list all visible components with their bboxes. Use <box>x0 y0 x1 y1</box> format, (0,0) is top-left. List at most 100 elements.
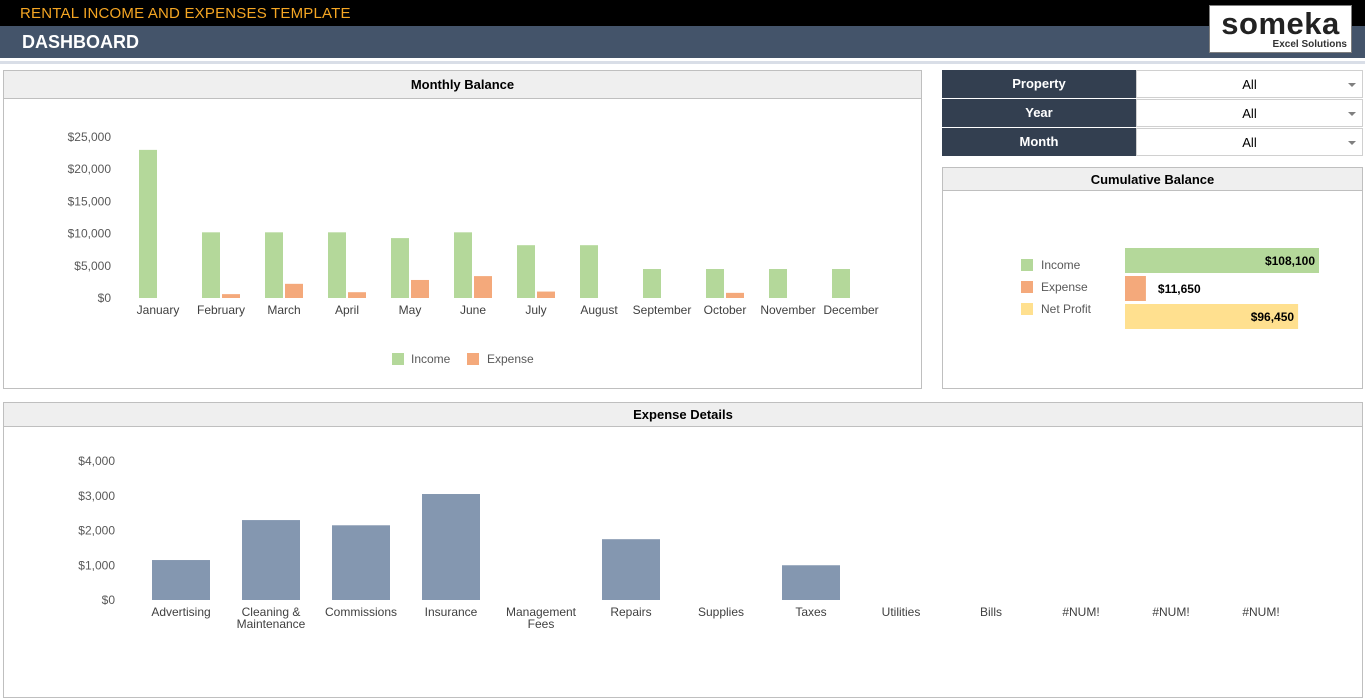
expense-detail-bar <box>242 520 300 600</box>
filter-label-property: Property <box>942 70 1136 98</box>
expense-details-chart: $0 $1,000 $2,000 $3,000 $4,000 Advertising Cle… <box>78 454 1279 631</box>
y-tick-label: $20,000 <box>68 162 112 176</box>
y-tick-label: $2,000 <box>78 524 115 538</box>
x-tick-label: #NUM! <box>1242 605 1279 619</box>
year-select[interactable]: All <box>1136 99 1363 127</box>
month-select[interactable]: All <box>1136 128 1363 156</box>
y-tick-label: $0 <box>98 291 112 305</box>
cumulative-bar <box>1125 304 1299 329</box>
expense-detail-bar <box>152 560 210 600</box>
legend-label: Net Profit <box>1041 302 1092 316</box>
chevron-down-icon[interactable] <box>1348 141 1356 145</box>
income-bar <box>517 245 535 298</box>
expense-detail-bar <box>332 525 390 600</box>
x-tick-label: #NUM! <box>1062 605 1099 619</box>
expense-detail-bar <box>782 565 840 600</box>
y-tick-label: $5,000 <box>74 259 111 273</box>
cumulative-balance-title: Cumulative Balance <box>943 168 1362 191</box>
expense-detail-bar <box>422 494 480 600</box>
header-divider <box>0 61 1365 64</box>
income-bar <box>391 238 409 298</box>
chevron-down-icon[interactable] <box>1348 83 1356 87</box>
legend-label: Income <box>1041 258 1081 272</box>
income-bar <box>643 269 661 298</box>
filters: Property All Year All Month All <box>942 70 1363 157</box>
income-bar <box>769 269 787 298</box>
filter-label-month: Month <box>942 128 1136 156</box>
income-bar <box>328 232 346 298</box>
x-tick-label: July <box>525 303 546 317</box>
expense-details-title: Expense Details <box>4 403 1362 427</box>
income-bar <box>832 269 850 298</box>
legend-swatch <box>1021 303 1033 315</box>
x-tick-label: June <box>460 303 486 317</box>
x-tick-label: August <box>580 303 618 317</box>
dashboard-header: DASHBOARD <box>0 26 1365 58</box>
y-tick-label: $4,000 <box>78 454 115 468</box>
income-bar <box>706 269 724 298</box>
legend-label-expense: Expense <box>487 352 534 366</box>
y-tick-label: $15,000 <box>68 194 112 208</box>
y-tick-label: $25,000 <box>68 130 112 144</box>
legend-label: Expense <box>1041 280 1088 294</box>
income-bar <box>454 232 472 298</box>
top-bar: RENTAL INCOME AND EXPENSES TEMPLATE <box>0 0 1365 26</box>
monthly-balance-panel: Monthly Balance $0 $5,000 $10,000 $15,000 $2… <box>3 70 922 389</box>
expense-bar <box>222 294 240 298</box>
x-tick-label: September <box>633 303 692 317</box>
x-tick-label: February <box>197 303 245 317</box>
filter-row-property: Property All <box>942 70 1363 99</box>
x-tick-label: Cleaning & Maintenance <box>237 605 306 631</box>
expense-bar <box>474 276 492 298</box>
x-tick-label: April <box>335 303 359 317</box>
y-tick-label: $0 <box>102 593 116 607</box>
income-bar <box>265 232 283 298</box>
y-tick-label: $10,000 <box>68 227 112 241</box>
x-tick-label: Repairs <box>610 605 651 619</box>
x-tick-label: #NUM! <box>1152 605 1189 619</box>
x-tick-label: Management Fees <box>506 605 577 631</box>
year-select-value: All <box>1242 106 1257 121</box>
legend-swatch-income <box>392 353 404 365</box>
x-tick-label: March <box>267 303 300 317</box>
x-tick-label: Insurance <box>425 605 478 619</box>
page-title: DASHBOARD <box>22 32 139 52</box>
income-bar <box>139 149 157 298</box>
x-tick-label: Advertising <box>151 605 210 619</box>
property-select-value: All <box>1242 77 1257 92</box>
x-tick-label: October <box>704 303 747 317</box>
legend-swatch-expense <box>467 353 479 365</box>
expense-detail-bar <box>602 539 660 600</box>
legend-swatch <box>1021 259 1033 271</box>
x-tick-label: Supplies <box>698 605 744 619</box>
monthly-balance-chart: $0 $5,000 $10,000 $15,000 $20,000 $25,000 Janu… <box>68 130 879 366</box>
expense-bar <box>348 292 366 298</box>
expense-bar <box>411 279 429 298</box>
x-tick-label: January <box>137 303 180 317</box>
cumulative-bar <box>1125 248 1319 273</box>
bar-value-label: $11,650 <box>1158 282 1201 296</box>
property-select[interactable]: All <box>1136 70 1363 98</box>
expense-bar <box>537 291 555 298</box>
monthly-balance-title: Monthly Balance <box>4 71 921 99</box>
bar-value-label: $108,100 <box>1265 254 1315 268</box>
x-tick-label: Bills <box>980 605 1002 619</box>
chevron-down-icon[interactable] <box>1348 112 1356 116</box>
month-select-value: All <box>1242 135 1257 150</box>
legend-swatch <box>1021 281 1033 293</box>
expense-details-panel: Expense Details $0 $1,000 $2,000 $3,000 $4,0… <box>3 402 1363 698</box>
legend-label-income: Income <box>411 352 451 366</box>
x-tick-label: May <box>399 303 422 317</box>
income-bar <box>580 245 598 298</box>
cumulative-balance-chart: Income $108,100 Expense $11,650 Net Profit $9… <box>1021 248 1319 329</box>
x-tick-label: Utilities <box>882 605 921 619</box>
income-bar <box>202 232 220 298</box>
filter-label-year: Year <box>942 99 1136 127</box>
expense-bar <box>285 283 303 298</box>
filter-row-year: Year All <box>942 99 1363 128</box>
x-tick-label: Commissions <box>325 605 397 619</box>
x-tick-label: Taxes <box>795 605 826 619</box>
cumulative-balance-panel: Cumulative Balance Income $108,100 Expense… <box>942 167 1363 389</box>
x-tick-label: November <box>760 303 815 317</box>
filter-row-month: Month All <box>942 128 1363 157</box>
